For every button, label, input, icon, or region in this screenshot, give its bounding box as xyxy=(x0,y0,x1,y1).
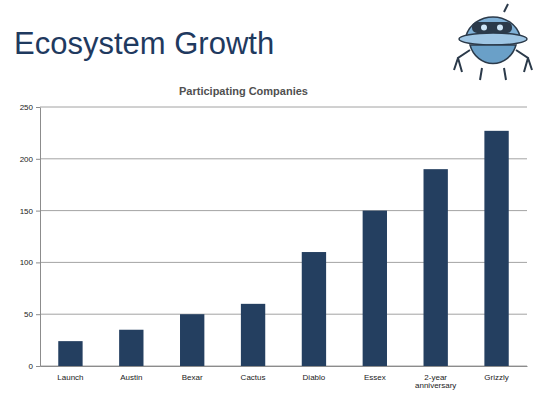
y-tick-label: 50 xyxy=(24,310,33,319)
y-tick-label: 100 xyxy=(20,258,34,267)
x-tick: Bexar xyxy=(182,366,203,382)
bar xyxy=(180,314,204,366)
y-tick: 100 xyxy=(20,258,40,267)
robot-arm xyxy=(454,50,470,72)
y-tick-mark xyxy=(36,107,40,108)
x-tick-label: Essex xyxy=(364,373,386,382)
x-tick-label: 2-yearanniversary xyxy=(415,373,456,391)
x-tick-label: Austin xyxy=(120,373,142,382)
bar xyxy=(119,330,143,366)
robot-eye xyxy=(481,25,487,31)
x-tick: Essex xyxy=(364,366,386,382)
x-tick: Launch xyxy=(57,366,83,382)
chart: 0 50 100 150 200 250 Launch Austin Bexar Cactus Di… xyxy=(20,103,528,390)
bar xyxy=(302,252,326,366)
x-tick-label-line: 2-year xyxy=(424,373,447,382)
bar xyxy=(241,304,265,366)
x-tick-label-line: anniversary xyxy=(415,381,456,390)
y-tick-label: 200 xyxy=(20,155,34,164)
bars xyxy=(58,131,508,366)
grid xyxy=(40,107,527,366)
x-axis-line xyxy=(41,366,528,367)
robot-body xyxy=(470,45,516,64)
bar xyxy=(484,131,508,366)
grid-line xyxy=(40,158,527,159)
grid-line xyxy=(40,107,527,108)
grid-line xyxy=(40,366,527,367)
x-tick-label: Diablo xyxy=(303,373,326,382)
grid-line xyxy=(40,314,527,315)
y-tick-label: 0 xyxy=(29,362,34,371)
robot-eye xyxy=(497,25,503,31)
grid-line xyxy=(40,210,527,211)
robot-ring xyxy=(459,33,527,45)
y-tick: 0 xyxy=(29,362,40,371)
x-tick: Cactus xyxy=(241,366,266,382)
y-tick: 150 xyxy=(20,207,40,216)
robot-arm xyxy=(516,50,532,72)
x-tick-label: Cactus xyxy=(241,373,266,382)
y-tick-mark xyxy=(36,159,40,160)
x-tick-label: Launch xyxy=(57,373,83,382)
x-tick: Austin xyxy=(120,366,142,382)
bar xyxy=(363,211,387,366)
robot-antenna xyxy=(504,4,508,12)
y-tick: 250 xyxy=(20,103,40,112)
y-tick: 50 xyxy=(24,310,40,319)
bar xyxy=(58,341,82,366)
bar xyxy=(424,169,448,366)
y-tick-mark xyxy=(36,262,40,263)
y-tick-mark xyxy=(36,366,40,367)
y-axis-line xyxy=(40,108,41,367)
y-tick-mark xyxy=(36,314,40,315)
y-tick-mark xyxy=(36,211,40,212)
y-axis: 0 50 100 150 200 250 xyxy=(20,103,41,371)
x-tick: 2-yearanniversary xyxy=(415,366,456,390)
chart-title: Participating Companies xyxy=(179,85,308,97)
y-tick-label: 250 xyxy=(20,103,34,112)
robot-icon xyxy=(454,4,532,80)
x-tick: Diablo xyxy=(303,366,326,382)
slide: Ecosystem Growth 0 50 100 150 200 250 Launch Aus… xyxy=(0,0,535,394)
x-tick-label: Bexar xyxy=(182,373,203,382)
x-axis: Launch Austin Bexar Cactus Diablo Essex 2-year… xyxy=(41,366,528,390)
x-tick-label: Grizzly xyxy=(484,373,508,382)
y-tick: 200 xyxy=(20,155,40,164)
grid-line xyxy=(40,262,527,263)
x-tick: Grizzly xyxy=(484,366,508,382)
robot-visor xyxy=(472,22,512,33)
slide-title: Ecosystem Growth xyxy=(14,26,274,61)
robot-leg xyxy=(480,68,506,80)
y-tick-label: 150 xyxy=(20,207,34,216)
